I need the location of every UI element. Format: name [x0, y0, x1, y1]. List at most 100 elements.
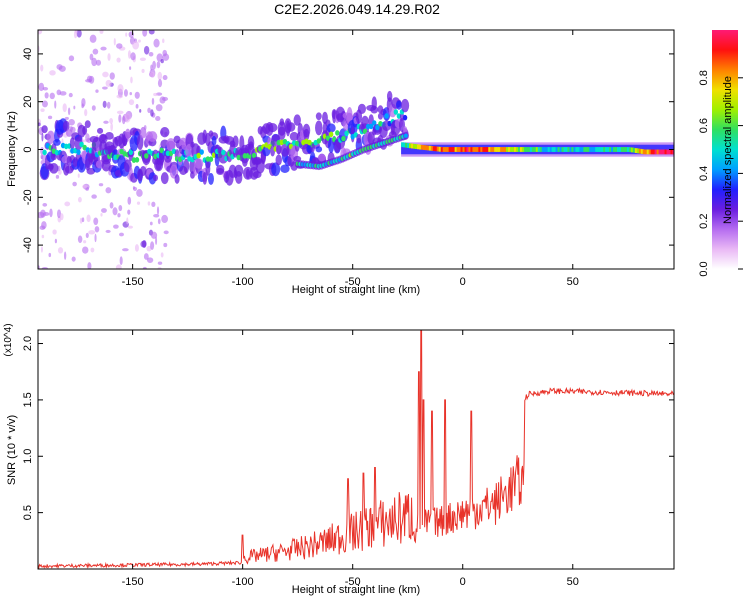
spectrogram-halo [346, 107, 353, 123]
spectrogram-noise-dot [85, 133, 90, 143]
spectrogram-noise-dot [161, 214, 169, 224]
spectrogram-noise-dot [150, 231, 158, 239]
carrier-band-cell [670, 149, 674, 155]
spectrogram-noise-dot [149, 71, 155, 78]
spectrogram-noise-dot [86, 214, 91, 223]
carrier-band-cell [553, 147, 557, 152]
carrier-band-cell [607, 147, 611, 152]
carrier-band-cell [478, 147, 482, 152]
spectrogram-noise-dot [157, 218, 161, 225]
carrier-band-cell [529, 147, 533, 152]
snr-frame [37, 329, 675, 570]
spectrogram-noise-dot [64, 116, 69, 120]
y-tick-label: 0 [22, 146, 34, 152]
spectrogram-halo [136, 134, 144, 150]
spectrogram-halo [153, 174, 159, 182]
snr-x-label: Height of straight line (km) [292, 584, 420, 596]
spectrogram-halo [174, 174, 180, 184]
spectrogram-main-track-cell [134, 156, 140, 163]
carrier-band-cell [494, 147, 498, 152]
spectrogram-noise-dot [99, 30, 104, 34]
spectrogram-noise-dot [40, 64, 44, 72]
spectrogram-noise-dot [163, 242, 168, 248]
y-tick-label: -40 [22, 237, 34, 253]
spectrogram-noise-dot [38, 122, 41, 127]
carrier-band-cell [660, 149, 664, 155]
spectrogram-main-track-cell [221, 149, 226, 156]
carrier-band-cell [587, 147, 591, 152]
carrier-band-cell [638, 148, 642, 154]
spectrogram-noise-dot [41, 266, 49, 269]
spectrogram-noise-dot [132, 186, 135, 190]
carrier-band-cell [525, 147, 529, 152]
spectrogram-noise-dot [93, 217, 99, 226]
carrier-band-cell [656, 149, 660, 155]
y-tick-label: 2.0 [22, 336, 34, 351]
spectrogram-noise-dot [125, 32, 128, 37]
carrier-band-cell [597, 147, 601, 152]
spectrogram-noise-dot [102, 86, 108, 90]
spectrogram-noise-dot [112, 207, 118, 216]
carrier-band-cell [579, 147, 583, 152]
spectrogram-main-track-cell [368, 123, 374, 130]
spectrogram-halo [74, 136, 83, 151]
x-tick-label: -150 [122, 576, 144, 588]
snr-y-axis: 0.5 1.0 1.5 2.0 [22, 336, 674, 520]
spectrogram-halo [62, 120, 70, 132]
carrier-band-cell [668, 149, 672, 155]
spectrogram-noise-dot [77, 196, 82, 203]
spectrogram-noise-dot [121, 115, 126, 125]
carrier-band-cell [569, 147, 573, 152]
spectrogram-noise-dot [122, 248, 129, 252]
carrier-band-cell [646, 149, 650, 155]
spectrogram-noise-dot [162, 75, 168, 81]
carrier-band-cell [409, 143, 413, 149]
spectrogram-main-track-cell [196, 152, 201, 159]
spectrogram-noise-dot [134, 91, 140, 99]
carrier-band-cell [658, 149, 662, 155]
spectrogram-noise-dot [159, 96, 166, 104]
spectrogram-noise-dot [151, 201, 156, 208]
carrier-band-cell [644, 149, 648, 155]
carrier-band-cell [456, 147, 460, 152]
spectrogram-noise-dot [72, 181, 77, 187]
y-tick-label: 1.0 [22, 449, 34, 464]
spectrogram-noise-dot [91, 57, 97, 67]
spectrogram-noise-dot [59, 91, 67, 96]
spectrogram-noise-dot [85, 232, 89, 238]
spectrogram-noise-dot [135, 103, 139, 109]
spectrogram-noise-dot [143, 253, 149, 260]
spectrogram-noise-dot [115, 264, 122, 269]
carrier-band-cell [601, 147, 605, 152]
carrier-band-cell [506, 147, 510, 152]
carrier-band-cell [589, 147, 593, 152]
carrier-band-cell [551, 147, 555, 152]
spectrogram-noise-dot [147, 107, 151, 114]
spectrogram-noise-dot [153, 214, 160, 218]
colorbar: 0.0 0.2 0.4 0.6 0.8 Normalized spectral ampl… [698, 30, 743, 277]
spectrogram-noise-dot [138, 39, 141, 43]
spectrogram-halo [96, 127, 104, 134]
colorbar-label: Normalized spectral amplitude [722, 76, 734, 224]
x-tick-label: 50 [567, 576, 579, 588]
spectrogram-main-track-cell [341, 135, 346, 142]
x-tick-label: -150 [122, 276, 144, 288]
spectrogram-main-track-cell [242, 153, 248, 159]
spectrogram-halo [315, 112, 322, 121]
spectrogram-main-track-cell [159, 147, 164, 154]
spectrogram-main-track-cell [42, 149, 47, 156]
carrier-band-cell [541, 147, 545, 152]
spectrogram-noise-dot [49, 92, 55, 100]
spectrogram-noise-dot [63, 251, 67, 260]
carrier-band-cell [642, 149, 646, 155]
spectrogram-halo [401, 98, 410, 113]
spectrogram-noise-dot [127, 225, 133, 229]
carrier-band-cell [418, 144, 422, 150]
snr-multiplier: (x10^4) [3, 323, 14, 356]
spectrogram-halo [46, 130, 55, 144]
carrier-band-cell [416, 144, 420, 150]
spectrogram-noise-dot [147, 201, 151, 206]
spectrogram-halo [207, 172, 214, 185]
spectrogram-noise-dot [95, 89, 99, 93]
spectrogram-noise-dot [86, 75, 93, 83]
